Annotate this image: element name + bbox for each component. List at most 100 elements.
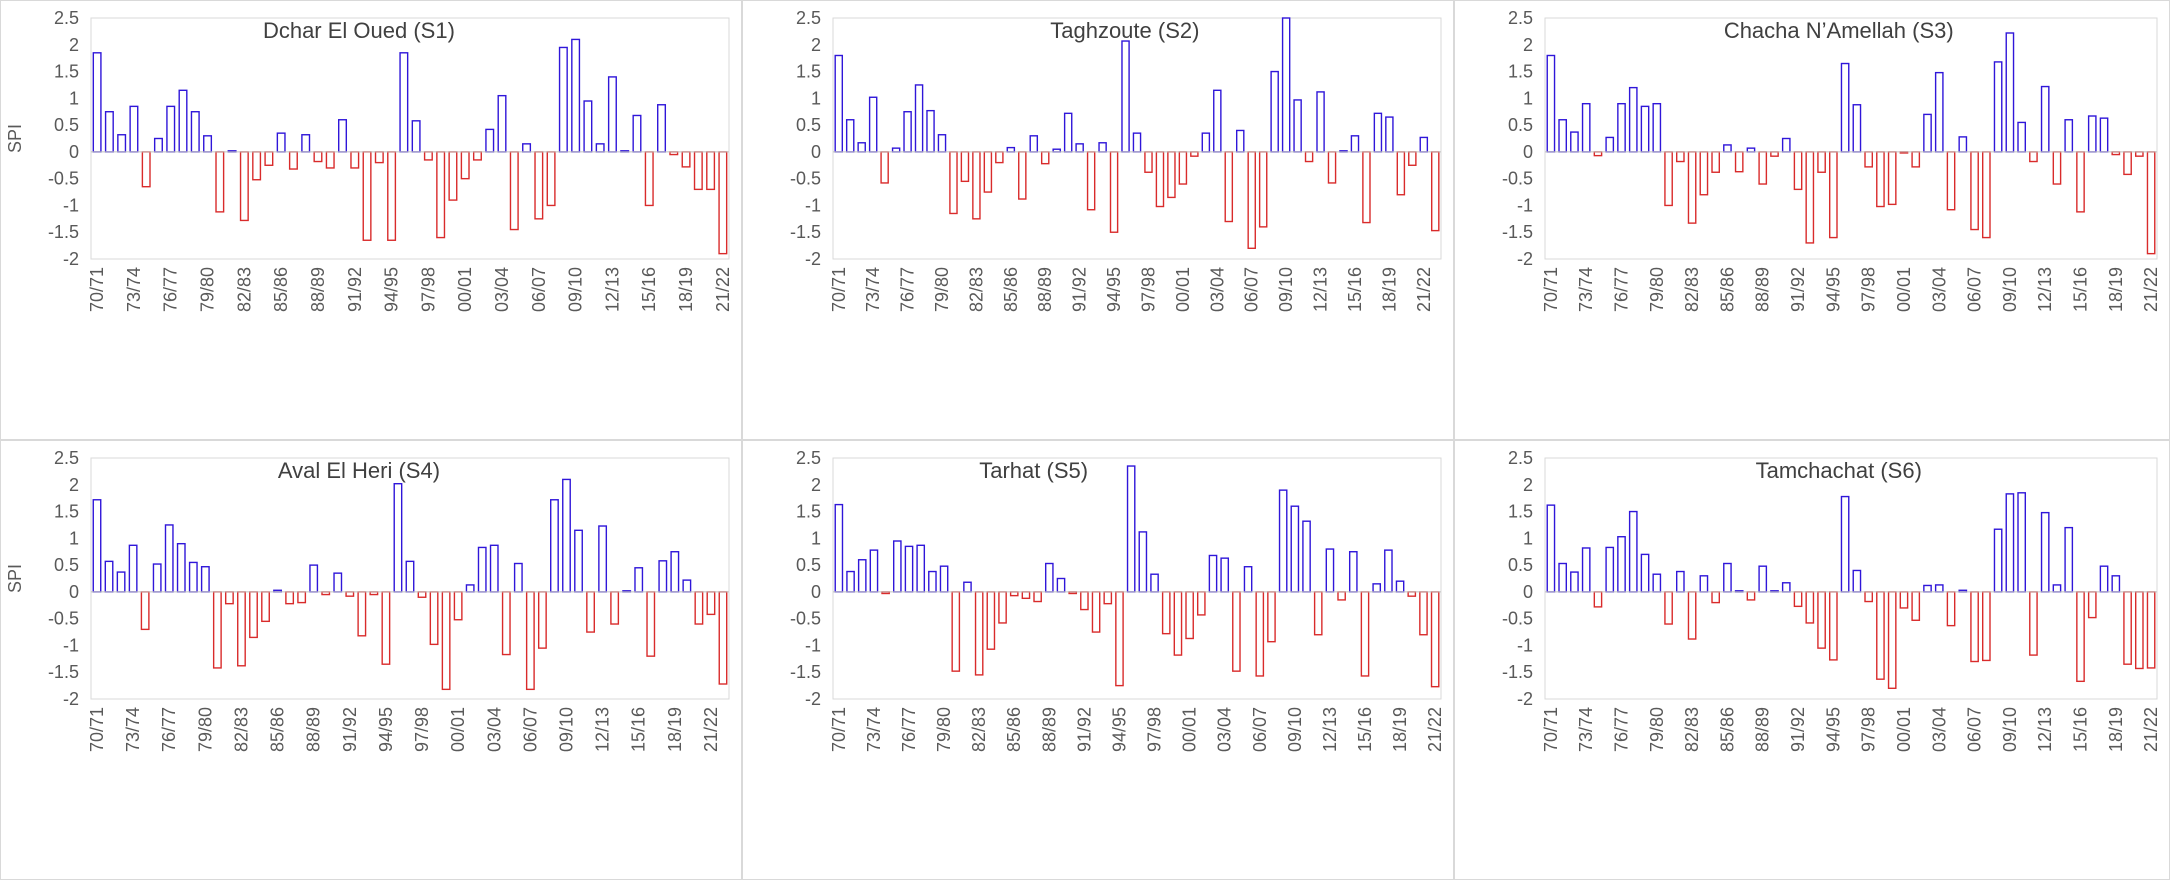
bar-negative	[693, 151, 703, 191]
x-tick-label: 88/89	[1753, 707, 1773, 752]
x-tick-label: 85/86	[268, 707, 288, 752]
x-tick-label: 88/89	[304, 707, 324, 752]
x-tick-label: 85/86	[1717, 267, 1737, 312]
bar-positive	[1270, 70, 1279, 153]
chart-title: Tamchachat (S6)	[1756, 458, 1922, 483]
bar-positive	[513, 562, 523, 593]
bar-positive	[891, 147, 901, 153]
bar-negative	[1407, 591, 1417, 597]
bar-positive	[916, 544, 926, 593]
x-tick-label: 91/92	[1788, 707, 1808, 752]
bar-positive	[1006, 146, 1016, 153]
bar-positive	[845, 119, 855, 153]
x-tick-label: 21/22	[701, 707, 721, 752]
bar-positive	[1213, 89, 1222, 153]
bar-positive	[1201, 132, 1211, 153]
bar-positive	[1235, 129, 1245, 153]
bar-negative	[1817, 151, 1826, 173]
bar-positive	[1138, 531, 1148, 593]
y-tick-label: 2.5	[1508, 8, 1533, 28]
bar-negative	[2134, 591, 2144, 670]
bar-negative	[998, 591, 1007, 624]
chart-title: Tarhat (S5)	[979, 458, 1088, 483]
bar-positive	[203, 135, 213, 153]
bar-negative	[1362, 151, 1371, 224]
bar-positive	[2052, 584, 2062, 593]
bar-negative	[1313, 591, 1323, 636]
bar-negative	[1734, 151, 1744, 173]
chart-panel-1: 2.5 2 1.5 1 0.5 0 -0.5 -1 -1.5 -2 SPI 70/71 73/74 76/…	[0, 0, 742, 440]
bar-negative	[1267, 591, 1276, 643]
x-tick-label: 00/01	[455, 267, 475, 312]
x-tick-label: 21/22	[713, 267, 733, 312]
x-tick-label: 21/22	[2141, 707, 2161, 752]
bar-positive	[657, 104, 667, 153]
bar-negative	[1080, 591, 1089, 611]
y-tick-label: 0.5	[1508, 115, 1533, 135]
bar-positive	[2099, 117, 2109, 153]
bar-negative	[252, 151, 262, 181]
x-tick-label: 97/98	[1859, 267, 1879, 312]
bar-negative	[1021, 591, 1031, 600]
bar-positive	[1348, 551, 1358, 593]
bar-positive	[1350, 135, 1360, 153]
bar-positive	[2040, 511, 2050, 593]
x-tick-label: 09/10	[1276, 267, 1296, 312]
bar-negative	[1805, 591, 1815, 624]
y-tick-label: 2	[811, 475, 821, 495]
spi-bar-chart: 2.5 2 1.5 1 0.5 0 -0.5 -1 -1.5 -2 70/71 73/74 76/77 7…	[790, 8, 1442, 312]
bar-negative	[972, 151, 981, 220]
bar-positive	[598, 525, 608, 593]
bar-negative	[261, 591, 270, 623]
bar-negative	[264, 151, 274, 166]
bar-positive	[1044, 562, 1054, 593]
chart-panel-3: 2.5 2 1.5 1 0.5 0 -0.5 -1 -1.5 -2 70/71 73/74 76/77 7…	[1454, 0, 2170, 440]
x-tick-label: 88/89	[1753, 267, 1773, 312]
bar-negative	[1793, 151, 1803, 191]
bar-negative	[1887, 591, 1897, 689]
plot-area	[832, 457, 1442, 700]
bar-positive	[2099, 565, 2109, 593]
bar-negative	[1970, 591, 1979, 663]
x-tick-label: 79/80	[932, 267, 952, 312]
bar-negative	[880, 151, 889, 184]
bar-negative	[1593, 591, 1603, 608]
bar-positive	[2005, 493, 2015, 593]
x-tick-label: 97/98	[1145, 707, 1165, 752]
bar-positive	[1220, 557, 1230, 593]
bar-negative	[1167, 151, 1176, 199]
bar-negative	[2076, 591, 2085, 683]
bar-negative	[1360, 591, 1370, 677]
bar-negative	[586, 591, 595, 633]
x-tick-label: 18/19	[1390, 707, 1410, 752]
bar-positive	[937, 134, 947, 153]
bar-positive	[670, 551, 680, 593]
bar-negative	[1408, 151, 1417, 166]
bar-negative	[1430, 591, 1440, 688]
bar-positive	[104, 111, 114, 153]
chart-panel-2: 2.5 2 1.5 1 0.5 0 -0.5 -1 -1.5 -2 70/71 73/74 76/77 7…	[742, 0, 1454, 440]
bar-positive	[1993, 528, 2003, 593]
y-tick-label: 1	[811, 528, 821, 548]
bar-positive	[92, 499, 102, 593]
x-tick-label: 85/86	[271, 267, 291, 312]
bar-positive	[489, 544, 499, 593]
y-tick-label: -1	[805, 195, 821, 215]
bar-negative	[718, 151, 728, 255]
bar-positive	[2017, 121, 2027, 153]
bar-negative	[436, 151, 446, 239]
bar-negative	[215, 151, 225, 213]
bar-negative	[1876, 591, 1885, 680]
bar-positive	[2040, 85, 2050, 153]
bar-negative	[2029, 151, 2038, 163]
bar-positive	[1581, 102, 1591, 153]
chart-title: Dchar El Oued (S1)	[263, 18, 455, 43]
bar-positive	[1325, 548, 1335, 593]
bar-negative	[1431, 151, 1440, 232]
x-tick-label: 94/95	[382, 267, 402, 312]
bar-negative	[1109, 151, 1119, 233]
bar-positive	[1840, 495, 1850, 593]
bar-negative	[1178, 151, 1188, 185]
bar-negative	[1337, 591, 1346, 601]
y-tick-label: 2	[811, 35, 821, 55]
